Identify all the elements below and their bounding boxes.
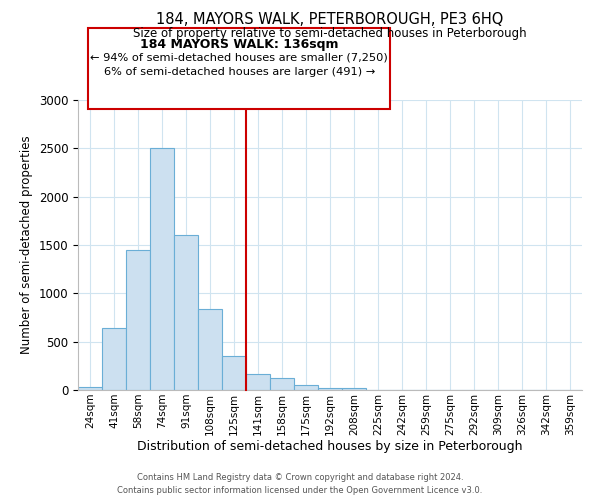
Text: 184, MAYORS WALK, PETERBOROUGH, PE3 6HQ: 184, MAYORS WALK, PETERBOROUGH, PE3 6HQ xyxy=(157,12,503,28)
Bar xyxy=(342,388,366,390)
Bar xyxy=(198,309,222,390)
Bar xyxy=(294,385,318,390)
Bar xyxy=(222,356,246,390)
Bar xyxy=(270,378,294,390)
Text: Size of property relative to semi-detached houses in Peterborough: Size of property relative to semi-detach… xyxy=(133,28,527,40)
Bar xyxy=(126,250,150,390)
Bar xyxy=(246,374,270,390)
Text: ← 94% of semi-detached houses are smaller (7,250): ← 94% of semi-detached houses are smalle… xyxy=(91,52,388,62)
Bar xyxy=(174,236,198,390)
Text: 6% of semi-detached houses are larger (491) →: 6% of semi-detached houses are larger (4… xyxy=(104,66,375,76)
Y-axis label: Number of semi-detached properties: Number of semi-detached properties xyxy=(20,136,33,354)
Bar xyxy=(150,148,174,390)
Text: Contains HM Land Registry data © Crown copyright and database right 2024.
Contai: Contains HM Land Registry data © Crown c… xyxy=(118,473,482,495)
X-axis label: Distribution of semi-detached houses by size in Peterborough: Distribution of semi-detached houses by … xyxy=(137,440,523,454)
FancyBboxPatch shape xyxy=(88,28,391,108)
Bar xyxy=(102,328,126,390)
Text: 184 MAYORS WALK: 136sqm: 184 MAYORS WALK: 136sqm xyxy=(140,38,338,51)
Bar xyxy=(78,386,102,390)
Bar xyxy=(318,388,342,390)
